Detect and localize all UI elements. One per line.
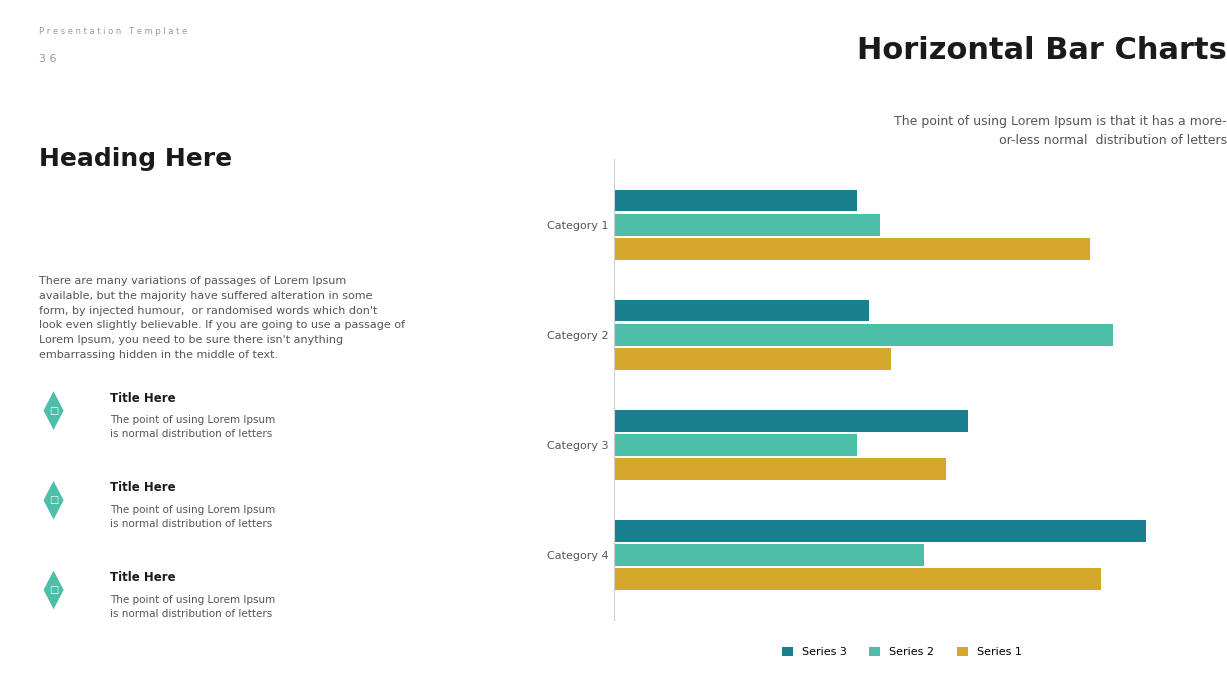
Text: Title Here: Title Here [110,392,175,404]
Bar [614,410,968,431]
Bar [614,434,858,456]
Text: □: □ [49,495,58,505]
Bar [614,214,880,236]
Bar [614,520,1146,542]
Text: 3 6: 3 6 [39,54,56,64]
Text: P r e s e n t a t i o n   T e m p l a t e: P r e s e n t a t i o n T e m p l a t e [39,28,187,37]
Text: Horizontal Bar Charts: Horizontal Bar Charts [858,36,1227,65]
Text: Heading Here: Heading Here [39,146,232,170]
Bar [614,324,1113,346]
Bar [614,238,1091,260]
Text: □: □ [49,585,58,595]
Bar [614,190,858,211]
Bar [614,569,1102,590]
Bar [614,544,924,566]
Text: □: □ [49,406,58,415]
Polygon shape [43,481,64,520]
Bar [614,299,869,322]
Text: Title Here: Title Here [110,482,175,494]
Text: There are many variations of passages of Lorem Ipsum
available, but the majority: There are many variations of passages of… [39,276,405,360]
Polygon shape [43,391,64,430]
Text: The point of using Lorem Ipsum
is normal distribution of letters: The point of using Lorem Ipsum is normal… [110,505,276,529]
Bar [614,348,891,370]
Text: The point of using Lorem Ipsum
is normal distribution of letters: The point of using Lorem Ipsum is normal… [110,595,276,619]
Text: The point of using Lorem Ipsum
is normal distribution of letters: The point of using Lorem Ipsum is normal… [110,415,276,440]
Polygon shape [43,571,64,609]
Text: The point of using Lorem Ipsum is that it has a more-
or-less normal  distributi: The point of using Lorem Ipsum is that i… [894,115,1227,147]
Legend: Series 3, Series 2, Series 1: Series 3, Series 2, Series 1 [778,642,1026,662]
Bar [614,458,946,480]
Text: Title Here: Title Here [110,571,175,584]
